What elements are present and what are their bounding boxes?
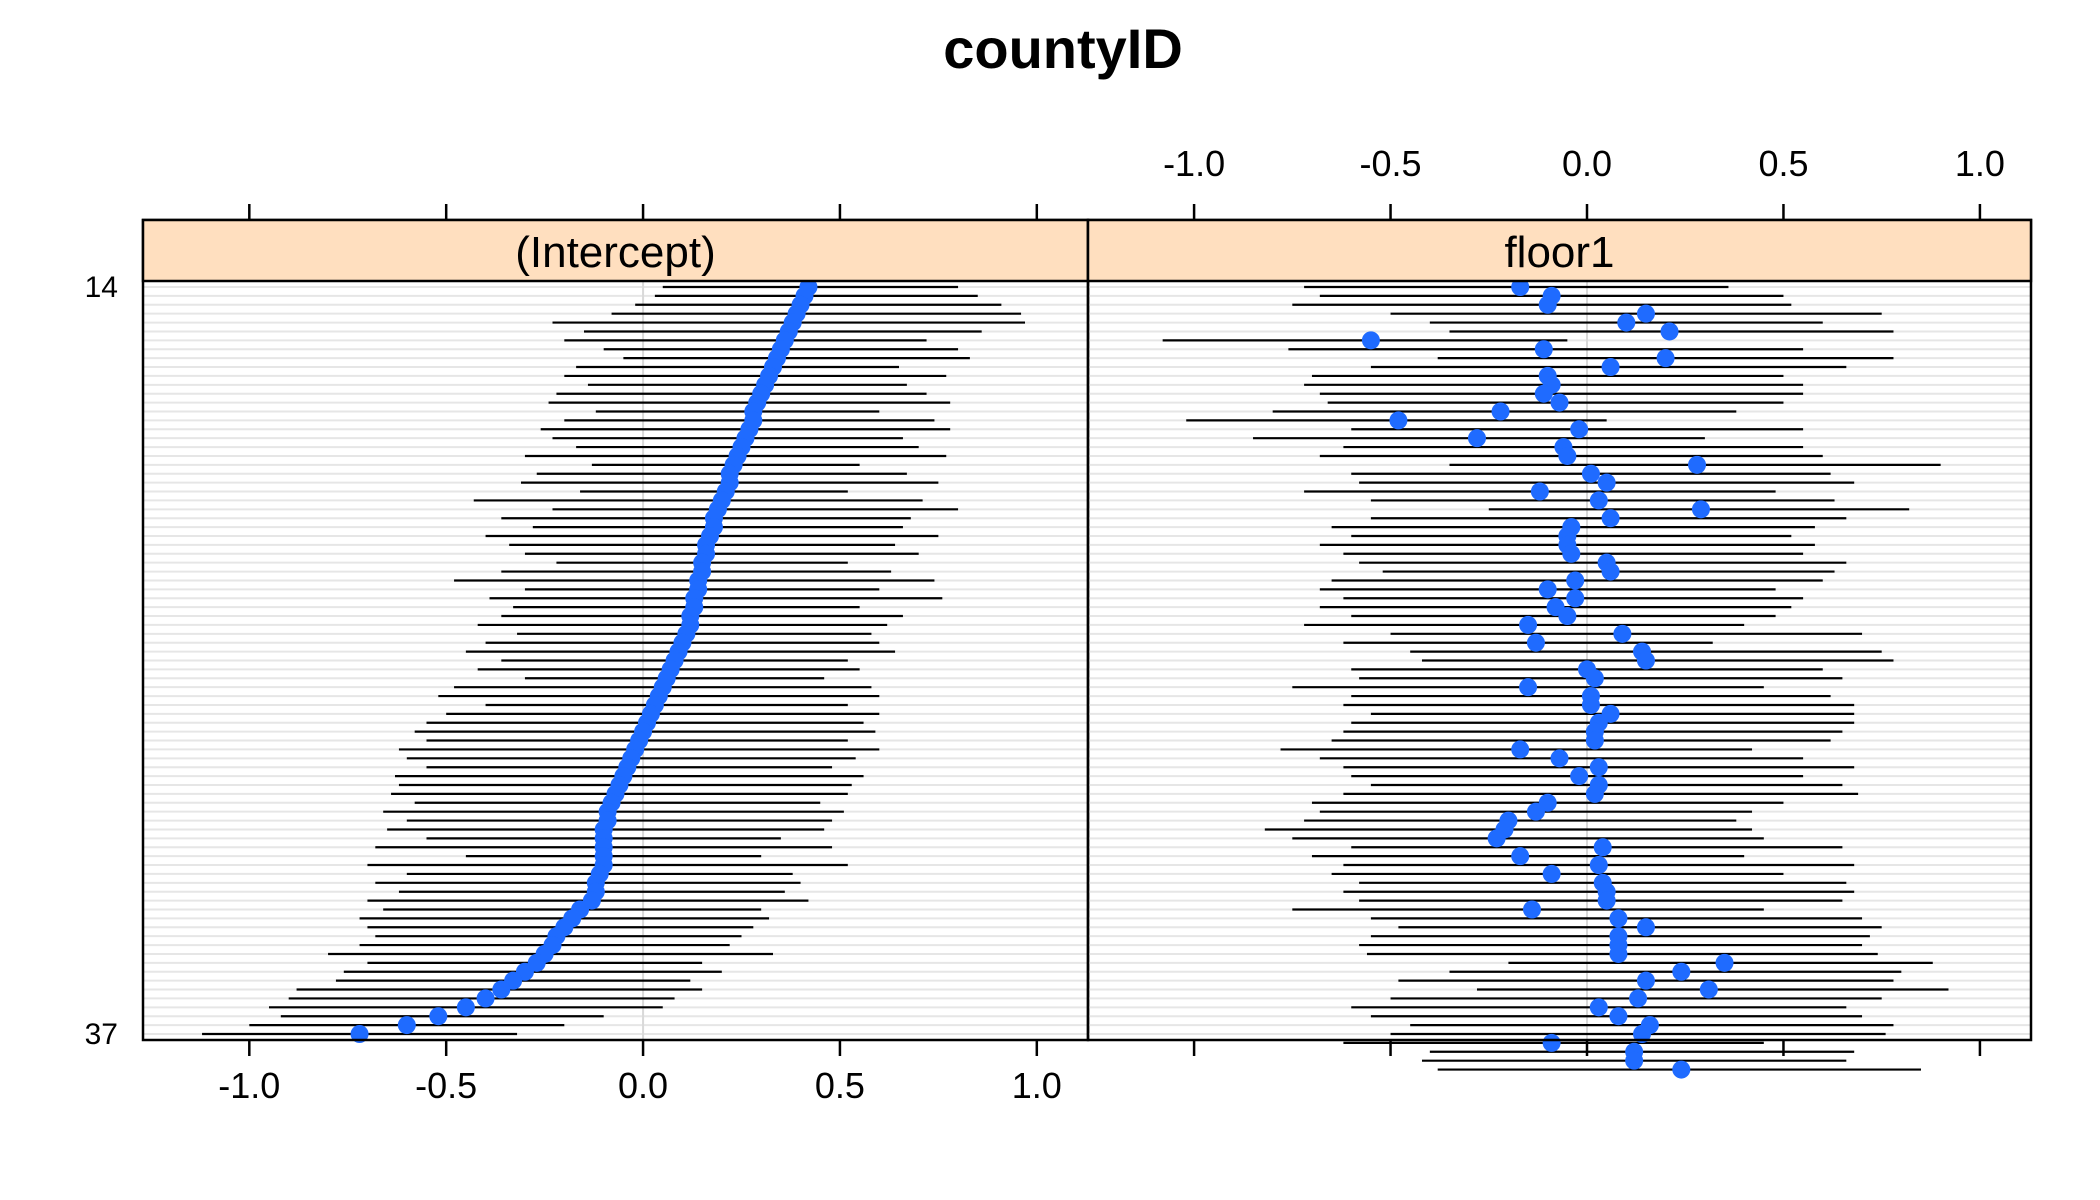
point-estimate [1519,678,1538,697]
point-estimate [1530,482,1549,501]
point-estimate [429,1007,448,1026]
x-tick-label-top: 0.0 [1562,143,1612,184]
point-estimate [1589,856,1608,875]
point-estimate [1633,1025,1652,1043]
point-estimate [1601,509,1620,528]
point-estimate [1597,473,1616,492]
point-estimate [1542,864,1561,883]
point-estimate [1550,393,1569,412]
point-estimate [1601,358,1620,377]
point-estimate [1672,1060,1691,1079]
point-estimate [1589,491,1608,510]
point-estimate [1636,918,1655,937]
point-estimate [1558,446,1577,465]
point-estimate [1585,731,1604,750]
point-estimate [1625,1051,1644,1070]
point-estimate [1688,455,1707,474]
point-estimate [1656,349,1675,368]
point-estimate [1715,953,1734,972]
point-estimate [1691,500,1710,519]
panel-strip-label: floor1 [1504,228,1614,277]
point-estimate [1660,322,1679,341]
x-tick-label-top: 1.0 [1955,143,2005,184]
panel-0: (Intercept) -1.0 -0.5 0.0 0.5 1.0 [141,204,1090,1106]
x-tick-label-bottom: 0.0 [618,1065,668,1106]
y-tick-label: 37 [85,1018,118,1051]
point-estimate [1511,847,1530,866]
panel-strip [141,218,1090,283]
point-estimate [476,989,495,1008]
point-estimate [1593,838,1612,857]
point-estimate [1361,331,1380,350]
x-tick-label-bottom: 1.0 [1012,1065,1062,1106]
y-tick-label: 14 [85,271,118,304]
point-estimate [456,998,475,1017]
x-tick-label-top: -1.0 [1163,143,1225,184]
point-estimate [1636,971,1655,990]
point-estimate [1581,695,1600,714]
point-estimate [1570,420,1589,439]
point-estimate [1542,1033,1561,1052]
point-estimate [1597,891,1616,910]
point-estimate [1636,304,1655,323]
point-estimate [350,1025,369,1043]
point-estimate [1570,767,1589,786]
point-estimate [1538,295,1557,314]
x-tick-label-top: 0.5 [1758,143,1808,184]
point-estimate [1672,962,1691,981]
point-estimate [492,980,511,999]
chart-title: countyID [943,17,1183,80]
point-estimate [1534,384,1553,403]
panel-strip-label: (Intercept) [515,228,716,277]
point-estimate [1389,411,1408,430]
point-estimate [1526,802,1545,821]
point-estimate [1487,829,1506,848]
panel-1: floor1 -1.0 -0.5 0.0 0.5 1.0 [1086,143,2033,1079]
point-estimate [1601,562,1620,581]
x-tick-label-bottom: -0.5 [415,1065,477,1106]
point-estimate [1617,313,1636,332]
point-estimate [397,1016,416,1035]
point-estimate [1589,998,1608,1017]
point-estimate [1519,615,1538,634]
panel-strip [1086,218,2033,283]
point-estimate [1629,989,1648,1008]
point-estimate [1589,758,1608,777]
panel-frame [1086,218,2033,1042]
point-estimate [1585,669,1604,688]
point-estimate [1566,571,1585,590]
point-estimate [1566,589,1585,608]
point-estimate [1538,580,1557,599]
panel-frame [141,218,1090,1042]
point-estimate [1609,1007,1628,1026]
point-estimate [1558,607,1577,626]
point-estimate [1613,624,1632,643]
point-estimate [1550,749,1569,768]
point-estimate [1526,633,1545,652]
x-tick-label-bottom: 0.5 [815,1065,865,1106]
x-tick-label-top: -0.5 [1360,143,1422,184]
point-estimate [1699,980,1718,999]
point-estimate [1491,402,1510,421]
point-estimate [1609,944,1628,963]
point-estimate [1534,340,1553,359]
point-estimate [1636,651,1655,670]
point-estimate [1562,544,1581,563]
point-estimate [1511,740,1530,759]
point-estimate [1609,909,1628,928]
x-tick-label-bottom: -1.0 [218,1065,280,1106]
y-axis-labels: 14 37 [85,271,118,1051]
point-estimate [1581,464,1600,483]
point-estimate [1511,278,1530,296]
point-estimate [1522,900,1541,919]
point-estimate [1585,784,1604,803]
point-estimate [1467,429,1486,448]
panels-group: (Intercept) -1.0 -0.5 0.0 0.5 1.0 floor1 -1.0 -0… [141,143,2033,1106]
